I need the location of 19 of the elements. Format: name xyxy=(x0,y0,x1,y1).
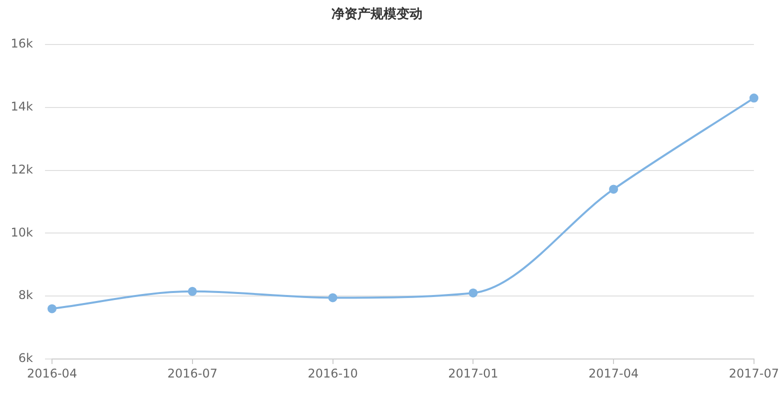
x-tick-label: 2017-04 xyxy=(588,366,639,380)
y-tick-label: 10k xyxy=(10,225,34,240)
x-tick-label: 2016-04 xyxy=(26,366,78,380)
x-tick-label: 2016-10 xyxy=(308,366,358,380)
point xyxy=(188,286,197,296)
y-tick-label: 12k xyxy=(10,162,34,176)
point xyxy=(48,304,56,314)
point xyxy=(749,94,758,103)
y-tick-label: 14k xyxy=(10,100,34,114)
point xyxy=(468,288,478,298)
point xyxy=(328,293,338,302)
point xyxy=(609,184,618,194)
x-tick-label: 2017-01 xyxy=(448,366,498,380)
y-tick-label: 16k xyxy=(10,36,34,51)
chart-title: 净资产规模变动 xyxy=(332,6,422,22)
y-tick-label: 8k xyxy=(18,288,34,302)
y-tick-label: 6k xyxy=(18,351,34,366)
x-tick-label: 2017-07 xyxy=(728,366,779,380)
x-tick-label: 2016-07 xyxy=(167,366,218,380)
